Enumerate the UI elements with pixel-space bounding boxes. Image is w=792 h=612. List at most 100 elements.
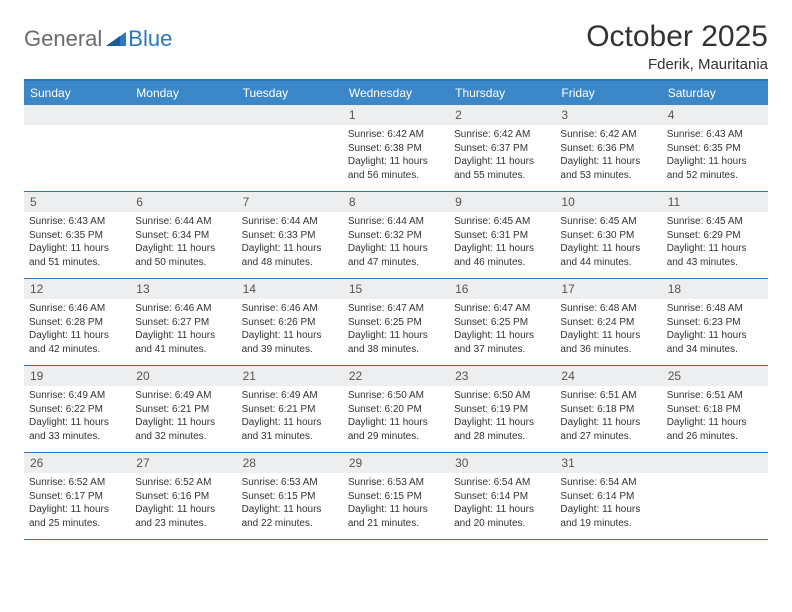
sunrise-text: Sunrise: 6:46 AM [242,302,338,316]
day-cell: 8Sunrise: 6:44 AMSunset: 6:32 PMDaylight… [343,192,449,278]
daylight-text: Daylight: 11 hours and 34 minutes. [667,329,763,356]
day-content: Sunrise: 6:48 AMSunset: 6:23 PMDaylight:… [662,299,768,360]
daylight-text: Daylight: 11 hours and 31 minutes. [242,416,338,443]
sunset-text: Sunset: 6:16 PM [135,490,231,504]
day-cell: 16Sunrise: 6:47 AMSunset: 6:25 PMDayligh… [449,279,555,365]
sunrise-text: Sunrise: 6:43 AM [667,128,763,142]
sunrise-text: Sunrise: 6:49 AM [29,389,125,403]
day-number: 8 [343,192,449,212]
sunset-text: Sunset: 6:18 PM [667,403,763,417]
day-cell [662,453,768,539]
sunset-text: Sunset: 6:37 PM [454,142,550,156]
daylight-text: Daylight: 11 hours and 22 minutes. [242,503,338,530]
sunset-text: Sunset: 6:27 PM [135,316,231,330]
day-content: Sunrise: 6:49 AMSunset: 6:21 PMDaylight:… [237,386,343,447]
day-number: 28 [237,453,343,473]
sunset-text: Sunset: 6:19 PM [454,403,550,417]
sunrise-text: Sunrise: 6:48 AM [667,302,763,316]
sunset-text: Sunset: 6:25 PM [348,316,444,330]
sunrise-text: Sunrise: 6:42 AM [560,128,656,142]
sunset-text: Sunset: 6:18 PM [560,403,656,417]
day-cell: 23Sunrise: 6:50 AMSunset: 6:19 PMDayligh… [449,366,555,452]
day-content: Sunrise: 6:44 AMSunset: 6:32 PMDaylight:… [343,212,449,273]
daylight-text: Daylight: 11 hours and 42 minutes. [29,329,125,356]
day-content: Sunrise: 6:46 AMSunset: 6:26 PMDaylight:… [237,299,343,360]
day-number [24,105,130,125]
daylight-text: Daylight: 11 hours and 50 minutes. [135,242,231,269]
day-cell: 25Sunrise: 6:51 AMSunset: 6:18 PMDayligh… [662,366,768,452]
day-header: Friday [555,81,661,105]
day-cell: 15Sunrise: 6:47 AMSunset: 6:25 PMDayligh… [343,279,449,365]
day-content: Sunrise: 6:45 AMSunset: 6:31 PMDaylight:… [449,212,555,273]
day-content: Sunrise: 6:45 AMSunset: 6:29 PMDaylight:… [662,212,768,273]
day-cell: 2Sunrise: 6:42 AMSunset: 6:37 PMDaylight… [449,105,555,191]
sunrise-text: Sunrise: 6:47 AM [348,302,444,316]
day-number: 5 [24,192,130,212]
sunrise-text: Sunrise: 6:46 AM [135,302,231,316]
day-number: 30 [449,453,555,473]
day-header: Thursday [449,81,555,105]
weeks-container: 1Sunrise: 6:42 AMSunset: 6:38 PMDaylight… [24,105,768,540]
sunrise-text: Sunrise: 6:48 AM [560,302,656,316]
day-content: Sunrise: 6:54 AMSunset: 6:14 PMDaylight:… [449,473,555,534]
day-content: Sunrise: 6:51 AMSunset: 6:18 PMDaylight:… [555,386,661,447]
sunset-text: Sunset: 6:14 PM [560,490,656,504]
day-cell: 11Sunrise: 6:45 AMSunset: 6:29 PMDayligh… [662,192,768,278]
daylight-text: Daylight: 11 hours and 48 minutes. [242,242,338,269]
day-number [662,453,768,473]
day-cell: 28Sunrise: 6:53 AMSunset: 6:15 PMDayligh… [237,453,343,539]
day-content: Sunrise: 6:42 AMSunset: 6:37 PMDaylight:… [449,125,555,186]
day-header: Monday [130,81,236,105]
sunrise-text: Sunrise: 6:46 AM [29,302,125,316]
daylight-text: Daylight: 11 hours and 47 minutes. [348,242,444,269]
day-content: Sunrise: 6:46 AMSunset: 6:28 PMDaylight:… [24,299,130,360]
day-number: 29 [343,453,449,473]
day-content: Sunrise: 6:52 AMSunset: 6:16 PMDaylight:… [130,473,236,534]
day-cell: 12Sunrise: 6:46 AMSunset: 6:28 PMDayligh… [24,279,130,365]
day-cell: 19Sunrise: 6:49 AMSunset: 6:22 PMDayligh… [24,366,130,452]
sunrise-text: Sunrise: 6:42 AM [348,128,444,142]
week-row: 19Sunrise: 6:49 AMSunset: 6:22 PMDayligh… [24,366,768,453]
day-cell: 22Sunrise: 6:50 AMSunset: 6:20 PMDayligh… [343,366,449,452]
sunset-text: Sunset: 6:17 PM [29,490,125,504]
day-cell: 10Sunrise: 6:45 AMSunset: 6:30 PMDayligh… [555,192,661,278]
day-number: 20 [130,366,236,386]
sunrise-text: Sunrise: 6:49 AM [135,389,231,403]
calendar: SundayMondayTuesdayWednesdayThursdayFrid… [24,79,768,540]
day-cell [237,105,343,191]
daylight-text: Daylight: 11 hours and 56 minutes. [348,155,444,182]
day-cell [130,105,236,191]
sunset-text: Sunset: 6:30 PM [560,229,656,243]
day-header: Saturday [662,81,768,105]
day-number [237,105,343,125]
sunset-text: Sunset: 6:33 PM [242,229,338,243]
day-cell: 14Sunrise: 6:46 AMSunset: 6:26 PMDayligh… [237,279,343,365]
daylight-text: Daylight: 11 hours and 27 minutes. [560,416,656,443]
sunset-text: Sunset: 6:15 PM [242,490,338,504]
day-number: 22 [343,366,449,386]
day-content: Sunrise: 6:53 AMSunset: 6:15 PMDaylight:… [343,473,449,534]
day-number: 7 [237,192,343,212]
day-content: Sunrise: 6:42 AMSunset: 6:38 PMDaylight:… [343,125,449,186]
sunset-text: Sunset: 6:14 PM [454,490,550,504]
day-number: 27 [130,453,236,473]
day-content: Sunrise: 6:47 AMSunset: 6:25 PMDaylight:… [343,299,449,360]
sunset-text: Sunset: 6:28 PM [29,316,125,330]
daylight-text: Daylight: 11 hours and 51 minutes. [29,242,125,269]
daylight-text: Daylight: 11 hours and 20 minutes. [454,503,550,530]
day-cell: 27Sunrise: 6:52 AMSunset: 6:16 PMDayligh… [130,453,236,539]
day-content: Sunrise: 6:47 AMSunset: 6:25 PMDaylight:… [449,299,555,360]
daylight-text: Daylight: 11 hours and 19 minutes. [560,503,656,530]
daylight-text: Daylight: 11 hours and 25 minutes. [29,503,125,530]
daylight-text: Daylight: 11 hours and 44 minutes. [560,242,656,269]
day-cell: 21Sunrise: 6:49 AMSunset: 6:21 PMDayligh… [237,366,343,452]
location: Fderik, Mauritania [586,56,768,73]
sunset-text: Sunset: 6:22 PM [29,403,125,417]
day-cell: 7Sunrise: 6:44 AMSunset: 6:33 PMDaylight… [237,192,343,278]
day-number: 21 [237,366,343,386]
sunrise-text: Sunrise: 6:50 AM [454,389,550,403]
day-number: 17 [555,279,661,299]
day-number: 31 [555,453,661,473]
day-content: Sunrise: 6:49 AMSunset: 6:21 PMDaylight:… [130,386,236,447]
daylight-text: Daylight: 11 hours and 33 minutes. [29,416,125,443]
